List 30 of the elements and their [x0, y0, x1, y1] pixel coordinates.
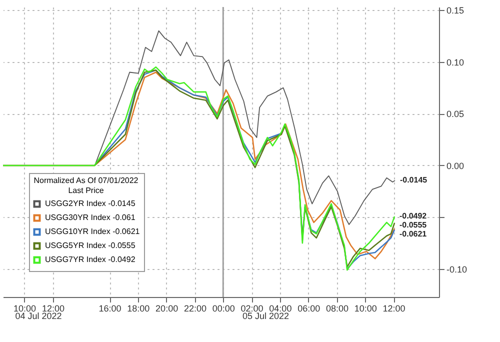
annotation: -0.0621	[400, 229, 428, 238]
x2-tick-label: 05 Jul 2022	[242, 311, 290, 321]
x-tick-label: 00:00	[212, 304, 235, 314]
x-tick-label: 16:00	[98, 304, 122, 314]
legend-label: USGG5YR Index -0.0555	[45, 241, 136, 250]
x-tick-label: 10:00	[14, 304, 36, 314]
annotation: -0.0492	[400, 211, 428, 220]
x-tick-label: 12:00	[42, 304, 64, 314]
legend-label: USGG7YR Index -0.0492	[45, 255, 136, 264]
y-tick-label: 0.00	[446, 160, 464, 171]
x-tick-label: 18:00	[127, 304, 150, 314]
x-tick-label: 10:00	[354, 304, 377, 314]
y-tick-label: 0.05	[446, 109, 464, 120]
x-tick-label: 08:00	[326, 304, 349, 314]
y-tick-label: 0.15	[446, 6, 464, 16]
y-tick-label: -0.10	[446, 264, 468, 275]
y-tick-label: 0.10	[446, 57, 464, 68]
x-tick-label: 04:00	[269, 304, 292, 314]
annotation: -0.0555	[400, 220, 428, 230]
x-tick-label: 22:00	[184, 304, 206, 314]
x-tick-label: 20:00	[156, 304, 178, 314]
legend-label: USGG30YR Index -0.061	[45, 213, 136, 222]
legend-label: USGG2YR Index -0.0145	[45, 199, 136, 208]
legend-title: Normalized As Of 07/01/2022 Last Price	[34, 176, 139, 195]
x-tick-label: 06:00	[298, 304, 320, 314]
x2-tick-label: 04 Jul 2022	[15, 311, 62, 321]
annotation: -0.0145	[400, 175, 428, 184]
x-tick-label: 02:00	[240, 304, 264, 314]
x-tick-label: 12:00	[382, 304, 406, 314]
legend-label: USGG10YR Index -0.0621	[45, 227, 140, 236]
